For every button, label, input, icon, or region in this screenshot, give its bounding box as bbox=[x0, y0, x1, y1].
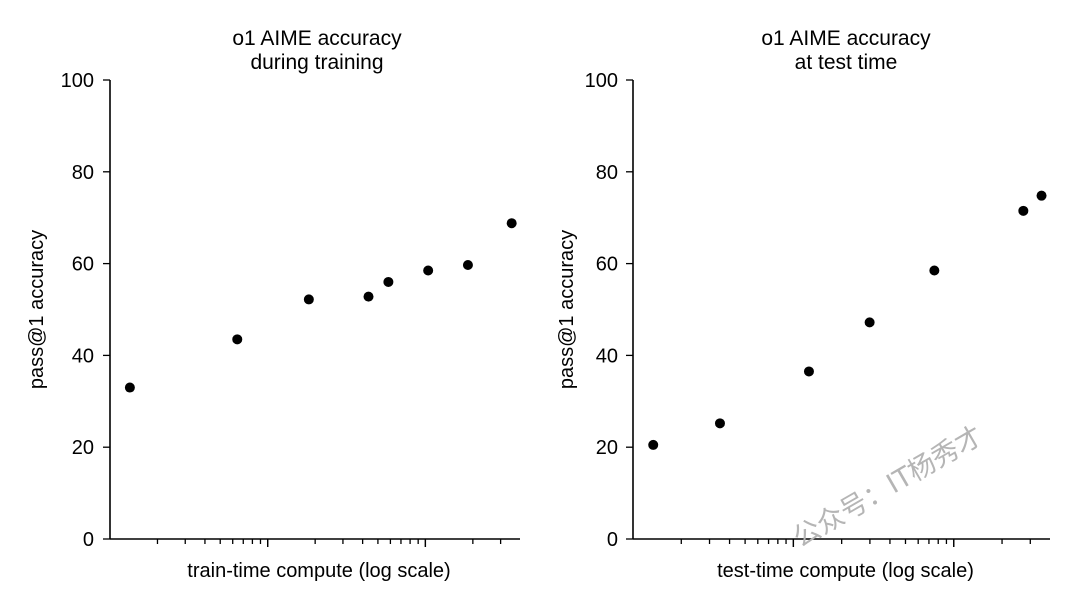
y-tick-label: 100 bbox=[61, 70, 94, 92]
data-point bbox=[363, 291, 374, 302]
y-tick-label: 0 bbox=[83, 529, 94, 551]
y-tick-label: 80 bbox=[72, 162, 94, 184]
data-point bbox=[462, 259, 473, 270]
chart-title-line: at test time bbox=[795, 51, 898, 74]
y-tick-label: 60 bbox=[596, 254, 618, 276]
data-point bbox=[803, 366, 814, 377]
data-point bbox=[1018, 205, 1029, 216]
data-point bbox=[648, 439, 659, 450]
watermark-text: 公众号：IT杨秀才 bbox=[788, 420, 988, 554]
data-point bbox=[929, 265, 940, 276]
x-axis-label: test-time compute (log scale) bbox=[717, 560, 974, 582]
y-tick-label: 20 bbox=[72, 437, 94, 459]
y-tick-label: 100 bbox=[585, 70, 618, 92]
y-tick-label: 20 bbox=[596, 437, 618, 459]
data-point bbox=[506, 218, 517, 229]
data-point bbox=[1036, 190, 1047, 201]
data-point bbox=[423, 265, 434, 276]
x-axis-label: train-time compute (log scale) bbox=[187, 560, 450, 582]
y-tick-label: 60 bbox=[72, 254, 94, 276]
y-tick-label: 40 bbox=[596, 345, 618, 367]
data-point bbox=[232, 334, 243, 345]
data-point bbox=[714, 418, 725, 429]
data-point bbox=[124, 382, 135, 393]
chart-title-line: during training bbox=[250, 51, 383, 74]
data-point bbox=[383, 276, 394, 287]
y-axis-label: pass@1 accuracy bbox=[26, 230, 48, 389]
chart-title-line: o1 AIME accuracy bbox=[761, 27, 931, 50]
data-point bbox=[864, 317, 875, 328]
chart-title-line: o1 AIME accuracy bbox=[232, 27, 402, 50]
data-point bbox=[303, 294, 314, 305]
y-tick-label: 80 bbox=[596, 162, 618, 184]
y-axis-label: pass@1 accuracy bbox=[556, 230, 578, 389]
y-tick-label: 0 bbox=[607, 529, 618, 551]
y-tick-label: 40 bbox=[72, 345, 94, 367]
